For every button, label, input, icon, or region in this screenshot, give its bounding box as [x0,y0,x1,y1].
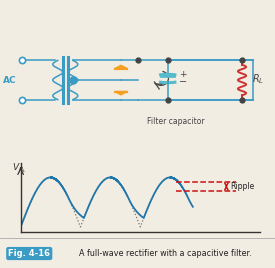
Text: Ripple: Ripple [230,182,254,191]
Text: −: − [179,77,188,87]
Text: +: + [179,70,187,79]
Text: AC: AC [3,76,16,85]
Text: $R_L$: $R_L$ [252,72,264,86]
Text: $V_{R_L}$: $V_{R_L}$ [12,162,27,175]
Text: Filter capacitor: Filter capacitor [147,117,205,126]
Polygon shape [115,92,127,95]
Polygon shape [115,65,127,69]
Text: Fig. 4-16: Fig. 4-16 [8,249,50,258]
Text: A full-wave rectifier with a capacitive filter.: A full-wave rectifier with a capacitive … [74,249,252,258]
